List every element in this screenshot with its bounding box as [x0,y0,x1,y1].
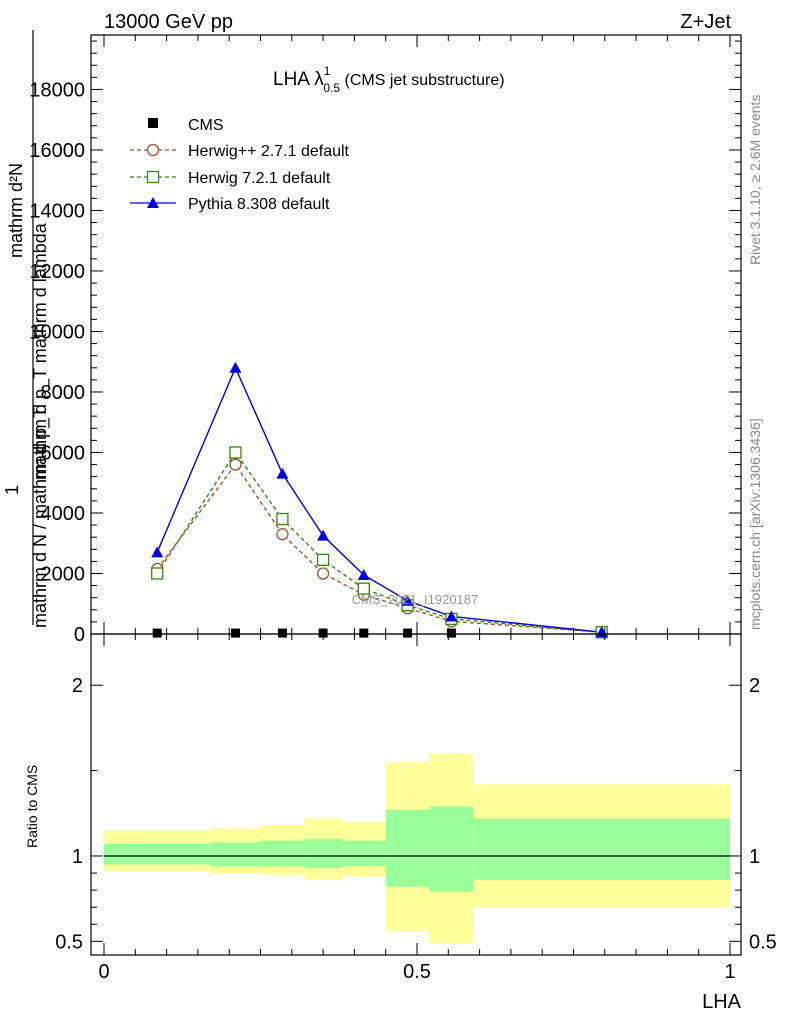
x-tick-label-1: 0.5 [403,961,431,983]
legend-marker-herwigpp [146,143,160,157]
legend-label-cms: CMS [188,117,224,134]
point-pythia-3 [317,529,330,541]
ratio-band-inner-5 [385,809,430,887]
ratio-band-inner-7 [473,818,730,880]
ratio-ytick-label-left-1: 1 [72,846,83,868]
legend: CMS Herwig++ 2.7.1 default Herwig 7.2.1 … [130,117,350,213]
ratio-ytick-label-right-1: 1 [749,846,760,868]
energy-label: 13000 GeV pp [104,11,233,33]
main-ytick-label-8: 16000 [29,140,85,162]
ratio-band-inner-4 [341,840,386,867]
point-pythia-5 [401,594,414,606]
series-lines [156,366,602,633]
series-line-herwigpp [156,463,602,633]
ratio-band-inner-2 [260,840,305,867]
y-label-denominator: mathrm d N / mathrm d p_T [30,407,51,628]
plot-title-suffix: (CMS jet substructure) [340,72,504,89]
main-ytick-label-6: 12000 [29,261,85,283]
point-pythia-4 [357,569,370,581]
main-ytick-label-5: 10000 [29,321,85,343]
point-cms-5 [403,628,413,638]
legend-marker-herwig7 [146,170,160,184]
legend-label-herwigpp: Herwig++ 2.7.1 default [188,143,350,160]
y-label-numerator: 1 [2,485,22,495]
point-cms-2 [277,628,287,638]
ratio-ytick-label-right-2: 2 [749,675,760,697]
axes: 0 2000 4000 6000 8000 10000 12000 14000 16000 180… [29,34,777,983]
series-line-herwig7 [156,451,602,633]
point-cms-1 [230,628,240,638]
point-pythia-2 [276,467,289,479]
x-tick-label-2: 1 [724,961,735,983]
ratio-ytick-label-left-2: 2 [72,675,83,697]
plot-title-sub: 0.5 [323,81,340,95]
ratio-ytick-label-right-0: 0.5 [749,931,777,953]
y-label-frac-num: mathrm d²N [6,163,26,258]
main-ytick-label-0: 0 [74,624,85,646]
point-herwigpp-3 [316,567,330,580]
point-pythia-6 [445,610,458,622]
mcplots-label: mcplots.cern.ch [arXiv:1306.3436] [747,418,763,630]
main-ytick-label-1: 2000 [41,563,86,585]
y-label-frac-den: mathrm d p_T mathrm d lambda [30,222,51,480]
legend-label-herwig7: Herwig 7.2.1 default [188,170,331,187]
ratio-band-inner-1 [210,842,261,867]
point-pythia-0 [151,546,164,558]
process-label: Z+Jet [680,11,731,33]
point-herwig7-0 [151,567,164,580]
rivet-label: Rivet 3.1.10, ≥ 2.6M events [747,95,763,265]
main-ytick-label-3: 6000 [41,442,86,464]
main-ytick-label-7: 14000 [29,200,85,222]
ratio-bands [104,753,730,944]
main-ytick-label-2: 4000 [41,503,86,525]
main-ytick-label-4: 8000 [41,382,86,404]
point-herwig7-4 [357,582,370,595]
legend-label-pythia: Pythia 8.308 default [188,196,330,213]
ratio-band-inner-3 [304,838,342,868]
legend-marker-cms [148,118,158,128]
point-herwigpp-2 [276,528,289,541]
plot-title-sup: 1 [324,64,331,78]
point-herwigpp-1 [229,458,242,471]
plot-title: LHA λ1 0.5 (CMS jet substructure) [273,64,505,95]
x-tick-label-0: 0 [98,961,109,983]
main-ytick-label-9: 18000 [29,79,85,101]
ratio-band-inner-0 [104,844,211,865]
ratio-frame [90,633,742,956]
point-herwig7-1 [229,446,242,459]
watermark: CMS_2021_I1920187 [352,592,479,607]
point-cms-0 [152,628,162,638]
point-pythia-1 [229,361,242,373]
plot-title-main: LHA λ [273,69,324,90]
point-cms-6 [446,628,456,638]
series-line-pythia [156,366,602,633]
point-herwig7-2 [276,512,289,526]
ratio-band-inner-6 [429,806,474,892]
point-herwig7-3 [316,553,330,567]
ratio-ytick-label-left-0: 0.5 [55,931,83,953]
ratio-y-label: Ratio to CMS [24,765,40,848]
point-cms-4 [359,628,369,638]
x-axis-label: LHA [702,991,742,1013]
legend-marker-pythia [147,197,159,208]
